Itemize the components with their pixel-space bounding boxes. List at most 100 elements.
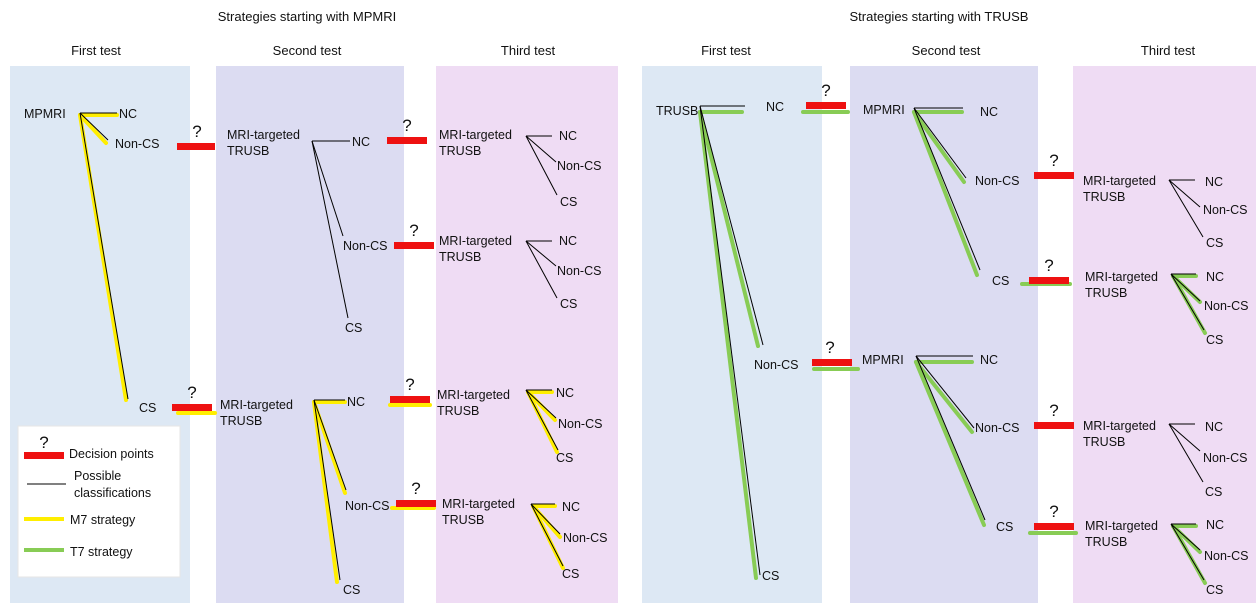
decision-bar: [812, 359, 852, 366]
node-trusb: TRUSB: [437, 404, 479, 418]
node-non-cs: Non-CS: [557, 264, 601, 278]
decision-bar: [1034, 172, 1074, 179]
node-non-cs: Non-CS: [343, 239, 387, 253]
question-mark: ?: [1049, 401, 1058, 420]
node-mri-targeted: MRI-targeted: [220, 398, 293, 412]
node-mpmri: MPMRI: [863, 103, 905, 117]
node-cs: CS: [343, 583, 360, 597]
legend-decision-points: Decision points: [69, 447, 154, 461]
node-cs: CS: [1206, 583, 1223, 597]
node-mri-targeted: MRI-targeted: [227, 128, 300, 142]
node-nc: NC: [352, 135, 370, 149]
node-nc: NC: [556, 386, 574, 400]
legend-m7-strategy: M7 strategy: [70, 513, 136, 527]
decision-points: [172, 102, 1074, 530]
node-non-cs: Non-CS: [975, 421, 1019, 435]
legend-t7-strategy: T7 strategy: [70, 545, 133, 559]
second-test-header-right: Second test: [912, 43, 981, 58]
node-mri-targeted: MRI-targeted: [1085, 270, 1158, 284]
node-non-cs: Non-CS: [1204, 549, 1248, 563]
question-mark: ?: [187, 383, 196, 402]
node-non-cs: Non-CS: [1204, 299, 1248, 313]
node-nc: NC: [559, 234, 577, 248]
node-cs: CS: [560, 195, 577, 209]
col-third-test-right: [1073, 66, 1256, 603]
node-non-cs: Non-CS: [754, 358, 798, 372]
node-non-cs: Non-CS: [563, 531, 607, 545]
col-first-test-right: [642, 66, 822, 603]
node-trusb: TRUSB: [1085, 535, 1127, 549]
question-mark: ?: [405, 375, 414, 394]
col-second-test-left: [216, 66, 404, 603]
decision-bar: [177, 143, 215, 150]
node-nc: NC: [980, 353, 998, 367]
question-mark: ?: [825, 338, 834, 357]
node-cs: CS: [992, 274, 1009, 288]
node-trusb: TRUSB: [442, 513, 484, 527]
node-mri-targeted: MRI-targeted: [1085, 519, 1158, 533]
node-trusb: TRUSB: [227, 144, 269, 158]
question-mark: ?: [411, 479, 420, 498]
decision-bar: [1034, 422, 1074, 429]
node-non-cs: Non-CS: [345, 499, 389, 513]
legend-decision-swatch: [24, 452, 64, 459]
first-test-header-left: First test: [71, 43, 121, 58]
question-mark: ?: [821, 81, 830, 100]
node-trusb: TRUSB: [439, 250, 481, 264]
question-mark: ?: [192, 122, 201, 141]
decision-bar: [390, 396, 430, 403]
node-nc: NC: [766, 100, 784, 114]
legend: ? Decision points Possible classificatio…: [17, 425, 181, 578]
node-trusb: TRUSB: [220, 414, 262, 428]
node-mri-targeted: MRI-targeted: [437, 388, 510, 402]
mpmri-strategies-title: Strategies starting with MPMRI: [218, 9, 396, 24]
node-mri-targeted: MRI-targeted: [439, 128, 512, 142]
node-cs: CS: [556, 451, 573, 465]
node-non-cs: Non-CS: [1203, 451, 1247, 465]
labels-trusb-strategies: TRUSB NC Non-CS CS MPMRI NC Non-CS CS MP…: [656, 100, 1248, 597]
decision-bar: [1034, 523, 1074, 530]
node-cs: CS: [1205, 485, 1222, 499]
node-mri-targeted: MRI-targeted: [439, 234, 512, 248]
decision-bar: [394, 242, 434, 249]
node-nc: NC: [1205, 175, 1223, 189]
decision-bar: [396, 500, 436, 507]
node-mri-targeted: MRI-targeted: [1083, 419, 1156, 433]
node-nc: NC: [1205, 420, 1223, 434]
node-nc: NC: [1206, 518, 1224, 532]
decision-bar: [1029, 277, 1069, 284]
question-mark: ?: [1049, 151, 1058, 170]
node-non-cs: Non-CS: [115, 137, 159, 151]
third-test-header-right: Third test: [1141, 43, 1196, 58]
node-mri-targeted: MRI-targeted: [1083, 174, 1156, 188]
question-mark: ?: [1049, 502, 1058, 521]
node-cs: CS: [762, 569, 779, 583]
trusb-strategies-title: Strategies starting with TRUSB: [850, 9, 1029, 24]
node-trusb: TRUSB: [1083, 435, 1125, 449]
decision-bar: [172, 404, 212, 411]
second-test-header-left: Second test: [273, 43, 342, 58]
node-trusb: TRUSB: [1083, 190, 1125, 204]
node-cs: CS: [1206, 236, 1223, 250]
node-nc: NC: [1206, 270, 1224, 284]
labels-mpmri-strategies: MPMRI NC Non-CS CS MRI-targeted TRUSB NC…: [24, 107, 607, 597]
legend-possible: Possible: [74, 469, 121, 483]
node-cs: CS: [996, 520, 1013, 534]
classification-lines: [79, 105, 1205, 581]
node-mri-targeted: MRI-targeted: [442, 497, 515, 511]
question-mark: ?: [409, 221, 418, 240]
question-mark: ?: [1044, 256, 1053, 275]
node-cs: CS: [562, 567, 579, 581]
node-nc: NC: [119, 107, 137, 121]
legend-classifications: classifications: [74, 486, 151, 500]
node-trusb: TRUSB: [656, 104, 698, 118]
node-mpmri: MPMRI: [862, 353, 904, 367]
m7-strategy-path: [78, 113, 565, 584]
decision-bar: [806, 102, 846, 109]
node-cs: CS: [1206, 333, 1223, 347]
node-mpmri: MPMRI: [24, 107, 66, 121]
question-mark: ?: [402, 116, 411, 135]
decision-question-marks: ? ? ? ? ? ? ? ? ? ? ? ?: [187, 81, 1058, 521]
legend-question-mark: ?: [39, 433, 48, 452]
